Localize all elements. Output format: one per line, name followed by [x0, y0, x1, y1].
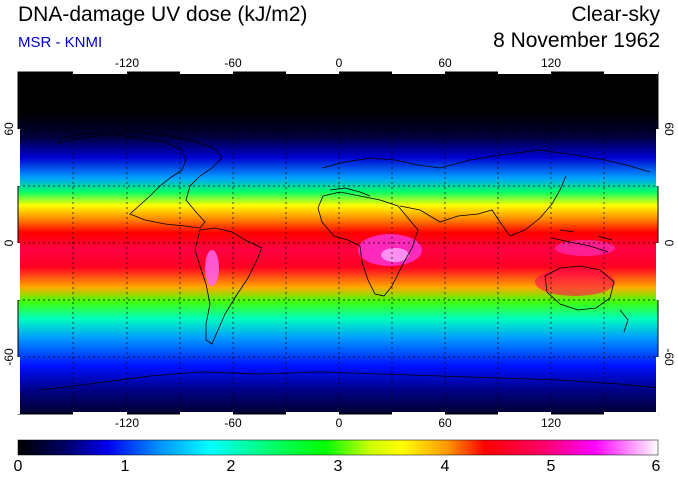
greenland-coast	[204, 83, 249, 115]
andes-hotspot	[205, 250, 219, 286]
lon-label-top-60: 60	[438, 56, 452, 70]
colorbar	[18, 440, 658, 455]
colorbar-label-4: 4	[440, 458, 450, 475]
lat-label-right-60: 60	[662, 122, 676, 136]
colorbar-label-1: 1	[120, 458, 130, 475]
asia-south-coast	[399, 175, 567, 237]
lat-label-right-0: 0	[662, 240, 676, 247]
north-america-coast	[56, 131, 223, 229]
lon-label-top-0: 0	[336, 56, 343, 70]
mediterranean-coast	[329, 187, 371, 197]
lon-label-top-neg120: -120	[115, 56, 139, 70]
colorbar-frame	[17, 439, 659, 456]
lat-label-left-neg60: -60	[2, 348, 16, 366]
south-america-coast	[194, 227, 263, 345]
colorbar-label-0: 0	[13, 458, 23, 475]
indonesia-coast	[551, 229, 613, 253]
lon-label-bottom-neg60: -60	[224, 416, 242, 430]
date-label: 8 November 1962	[493, 29, 660, 52]
map-title: DNA-damage UV dose (kJ/m2)	[18, 3, 308, 26]
australia-region	[535, 268, 615, 296]
colorbar-label-5: 5	[546, 458, 556, 475]
lon-label-top-neg60: -60	[224, 56, 242, 70]
lon-label-top-120: 120	[541, 56, 561, 70]
colorbar-label-2: 2	[226, 458, 236, 475]
lat-label-right-neg60: -60	[662, 348, 676, 366]
antarctica-coast	[39, 371, 658, 391]
colorbar-label-3: 3	[333, 458, 343, 475]
credit-label: MSR - KNMI	[18, 34, 103, 51]
graticule	[18, 72, 658, 414]
lat-label-left-0: 0	[2, 239, 16, 246]
frame-ticks	[17, 71, 659, 415]
eurasia-north-coast	[321, 149, 651, 173]
lon-label-bottom-neg120: -120	[115, 416, 139, 430]
colorbar-label-6: 6	[651, 458, 661, 475]
australia-coast	[544, 265, 615, 311]
lon-label-bottom-120: 120	[541, 416, 561, 430]
lat-label-left-60: 60	[2, 122, 16, 136]
lon-label-bottom-60: 60	[438, 416, 452, 430]
lon-label-bottom-0: 0	[336, 416, 343, 430]
sky-condition-label: Clear-sky	[571, 3, 660, 26]
new-zealand-coast	[619, 309, 629, 333]
